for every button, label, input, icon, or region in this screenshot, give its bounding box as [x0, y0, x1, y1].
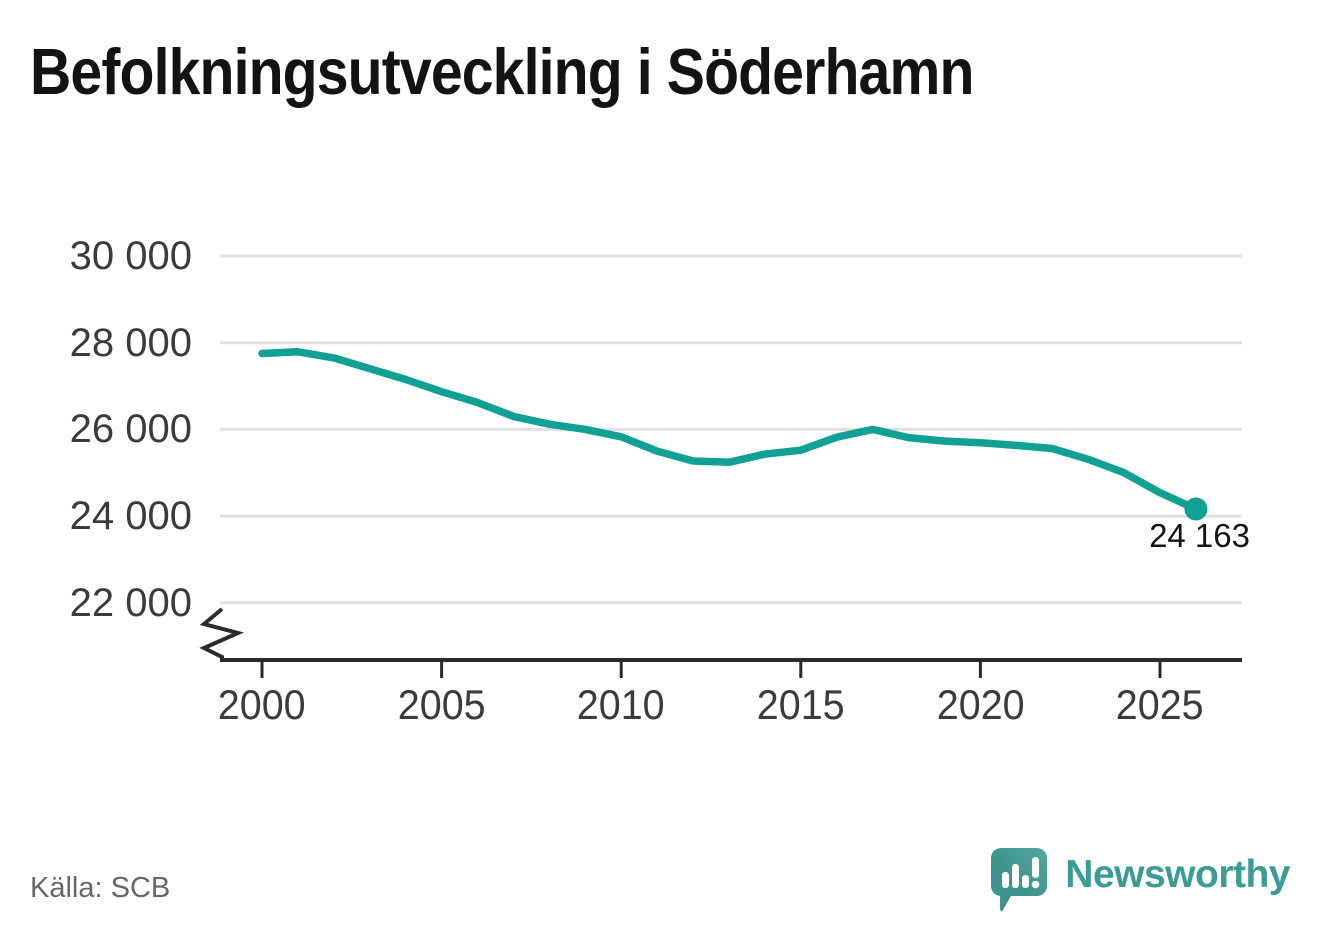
y-axis-tick-label: 26 000: [69, 407, 192, 452]
x-axis-tick-label: 2010: [577, 681, 666, 728]
x-axis-tick-label: 2015: [756, 681, 845, 728]
y-axis-tick-label: 24 000: [69, 494, 192, 539]
y-axis-tick-label: 30 000: [69, 234, 192, 278]
x-axis-tick-label: 2025: [1116, 681, 1204, 728]
x-axis-tick-label: 2000: [218, 681, 306, 728]
y-axis-tick-label: 22 000: [69, 580, 192, 625]
chart-title-text: Befolkningsutveckling i Söderhamn: [30, 35, 974, 108]
source-note: Källa: SCB: [30, 872, 171, 904]
newsworthy-logo: Newsworthy: [989, 846, 1290, 916]
population-line: [258, 348, 1200, 513]
end-point-marker: [1184, 497, 1208, 521]
x-axis-tick-label: 2020: [936, 681, 1025, 728]
x-axis-tick-label: 2005: [397, 681, 486, 728]
last-value-label: 24 163: [1149, 517, 1250, 554]
chart-title: Befolkningsutveckling i Söderhamn: [30, 34, 1102, 109]
y-axis-tick-label: 28 000: [69, 320, 192, 365]
y-axis-break-zigzag: [199, 607, 245, 660]
logo-bar-chart-glyph: [1002, 857, 1040, 889]
newsworthy-logo-icon: [991, 848, 1048, 912]
newsworthy-wordmark: Newsworthy: [1065, 853, 1290, 896]
